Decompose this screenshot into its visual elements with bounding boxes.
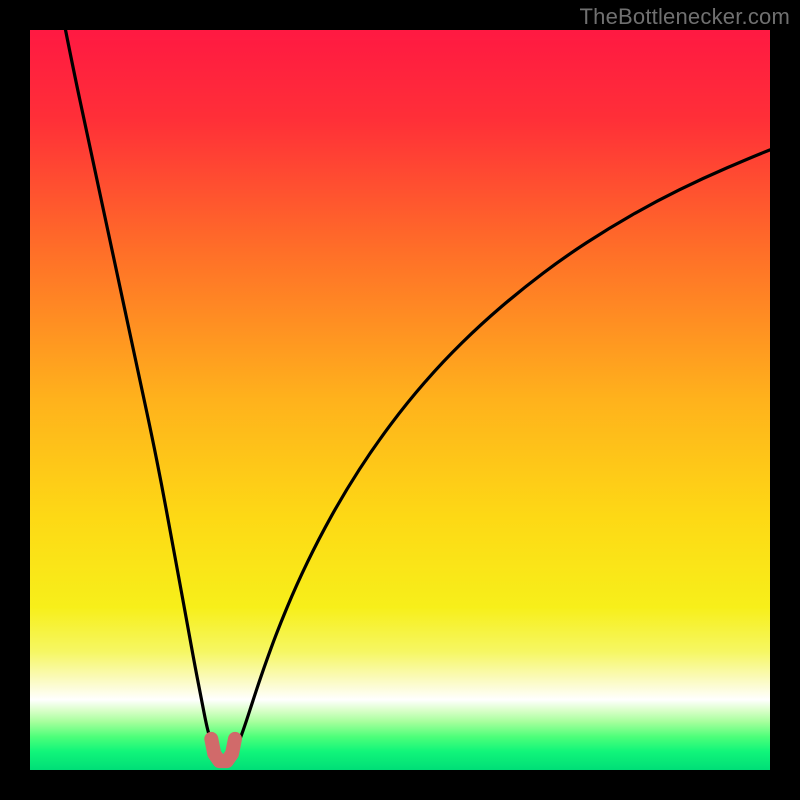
plot-background <box>30 30 770 770</box>
chart-frame: TheBottlenecker.com <box>0 0 800 800</box>
watermark-text: TheBottlenecker.com <box>580 4 790 30</box>
bottleneck-chart <box>0 0 800 800</box>
